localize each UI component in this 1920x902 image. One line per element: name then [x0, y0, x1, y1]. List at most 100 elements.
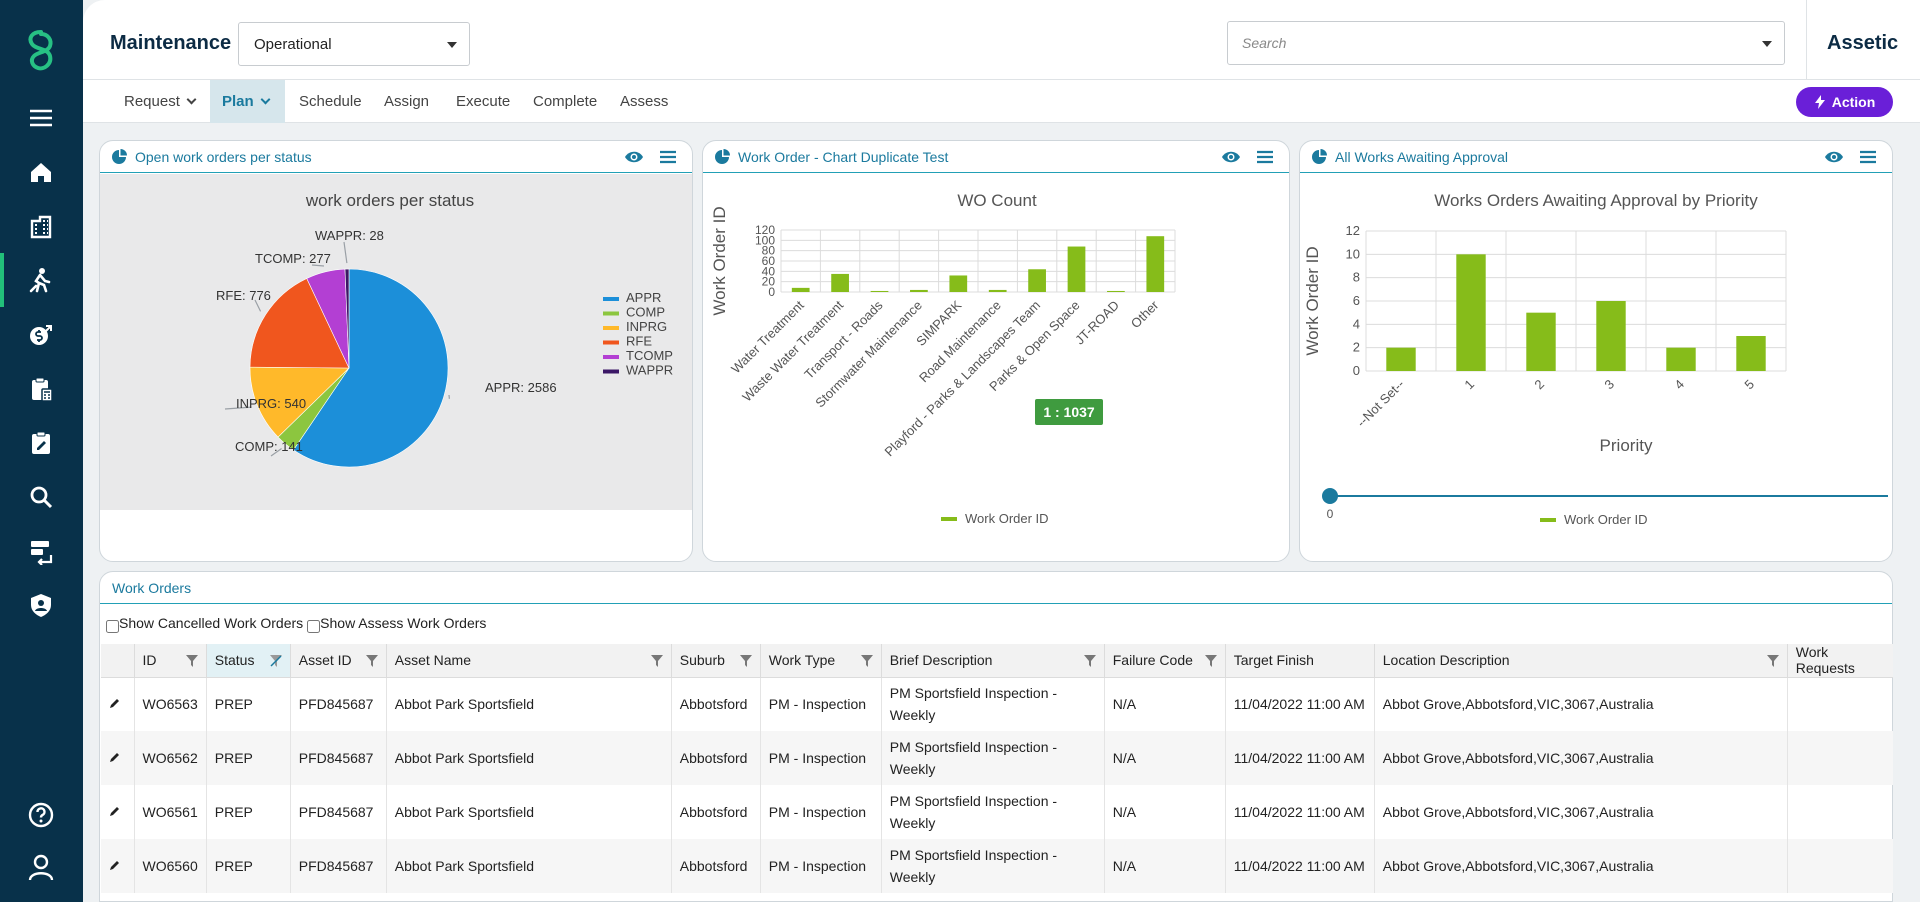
- module-select[interactable]: Operational: [238, 22, 470, 66]
- table-row[interactable]: WO6563 PREP PFD845687 Abbot Park Sportsf…: [101, 677, 1893, 731]
- location-cell: Abbot Grove,Abbotsford,VIC,3067,Australi…: [1374, 785, 1788, 839]
- clipboard-edit-icon[interactable]: [24, 426, 58, 460]
- column-label: Asset Name: [394, 652, 471, 669]
- bar[interactable]: [1107, 290, 1125, 292]
- legend-swatch: [603, 340, 619, 345]
- brief-description-cell: PM Sportsfield Inspection - Weekly: [881, 785, 1105, 839]
- bar[interactable]: [1456, 254, 1486, 371]
- column-header-asset-name[interactable]: Asset Name: [386, 644, 672, 678]
- hamburger-menu-icon[interactable]: [658, 148, 678, 166]
- table-row[interactable]: WO6560 PREP PFD845687 Abbot Park Sportsf…: [101, 839, 1893, 893]
- tooltip-text: 1 : 1037: [1043, 404, 1095, 420]
- bar[interactable]: [831, 273, 849, 292]
- tab-plan[interactable]: Plan: [210, 80, 285, 123]
- range-slider[interactable]: 0: [1322, 488, 1888, 521]
- bar[interactable]: [1146, 236, 1165, 292]
- work-orders-title: Work Orders: [100, 572, 1892, 604]
- table-row[interactable]: WO6562 PREP PFD845687 Abbot Park Sportsf…: [101, 731, 1893, 785]
- bar[interactable]: [1596, 301, 1626, 371]
- id-cell[interactable]: WO6561: [134, 785, 207, 839]
- y-tick-label: 60: [762, 254, 776, 268]
- data-import-icon[interactable]: [24, 534, 58, 568]
- y-tick-label: 12: [1346, 223, 1360, 238]
- help-icon[interactable]: [24, 798, 58, 832]
- tab-schedule[interactable]: Schedule: [287, 80, 374, 123]
- column-header-asset-id[interactable]: Asset ID: [290, 644, 387, 678]
- hamburger-menu-icon[interactable]: [1255, 148, 1275, 166]
- bar[interactable]: [949, 275, 968, 292]
- column-header-location-description[interactable]: Location Description: [1374, 644, 1788, 678]
- eye-icon[interactable]: [1824, 148, 1844, 166]
- column-header-work-requests[interactable]: Work Requests: [1787, 644, 1893, 678]
- column-header-id[interactable]: ID: [134, 644, 207, 678]
- pencil-icon[interactable]: [109, 697, 121, 709]
- y-tick-label: 120: [755, 223, 775, 237]
- filter-icon[interactable]: [860, 655, 873, 667]
- column-header-suburb[interactable]: Suburb: [671, 644, 761, 678]
- tab-assess[interactable]: Assess: [608, 80, 680, 123]
- clipboard-calc-icon[interactable]: [24, 372, 58, 406]
- eye-icon[interactable]: [624, 148, 644, 166]
- page-title: Maintenance: [110, 32, 232, 54]
- tab-execute[interactable]: Execute: [444, 80, 522, 123]
- finance-icon[interactable]: [24, 318, 58, 352]
- filter-icon[interactable]: [1204, 655, 1217, 667]
- bar[interactable]: [1526, 312, 1556, 371]
- bar[interactable]: [1736, 336, 1766, 371]
- search-input[interactable]: Search: [1227, 21, 1785, 65]
- menu-icon[interactable]: [24, 101, 58, 135]
- bar[interactable]: [1386, 347, 1416, 371]
- bar[interactable]: [988, 289, 1007, 292]
- building-icon[interactable]: [24, 210, 58, 244]
- bar[interactable]: [1028, 269, 1046, 292]
- bar[interactable]: [1666, 347, 1696, 371]
- slider-handle[interactable]: [1322, 488, 1338, 504]
- column-header-status[interactable]: Status: [206, 644, 291, 678]
- column-header-work-type[interactable]: Work Type: [760, 644, 882, 678]
- action-button[interactable]: Action: [1796, 87, 1893, 117]
- pencil-icon[interactable]: [109, 751, 121, 763]
- column-header-brief-description[interactable]: Brief Description: [881, 644, 1105, 678]
- bar[interactable]: [1067, 246, 1086, 292]
- maintenance-worker-icon[interactable]: [24, 263, 58, 297]
- column-header-failure-code[interactable]: Failure Code: [1104, 644, 1226, 678]
- bar[interactable]: [870, 290, 889, 292]
- caret-down-icon[interactable]: [1762, 41, 1772, 47]
- column-header-target-finish[interactable]: Target Finish: [1225, 644, 1375, 678]
- pie-chart-panel: Open work orders per status work orders …: [99, 140, 693, 562]
- filter-icon[interactable]: [1766, 655, 1779, 667]
- eye-icon[interactable]: [1221, 148, 1241, 166]
- id-cell[interactable]: WO6563: [134, 677, 207, 731]
- bar[interactable]: [791, 287, 810, 292]
- filter-icon[interactable]: [185, 655, 198, 667]
- search-icon[interactable]: [24, 480, 58, 514]
- tab-request[interactable]: Request: [112, 80, 207, 123]
- id-cell[interactable]: WO6560: [134, 839, 207, 893]
- pie-slice[interactable]: [344, 268, 350, 369]
- callout-label: RFE: 776: [216, 288, 271, 303]
- pie-slice[interactable]: [293, 268, 449, 468]
- callout-label: APPR: 2586: [485, 380, 557, 395]
- hamburger-menu-icon[interactable]: [1858, 148, 1878, 166]
- home-icon[interactable]: [24, 155, 58, 189]
- show-cancelled-checkbox[interactable]: [106, 620, 119, 633]
- pencil-icon[interactable]: [109, 805, 121, 817]
- table-row[interactable]: WO6561 PREP PFD845687 Abbot Park Sportsf…: [101, 785, 1893, 839]
- pie-slice[interactable]: [249, 278, 350, 369]
- pencil-icon[interactable]: [109, 859, 121, 871]
- bar[interactable]: [910, 289, 928, 292]
- filter-icon[interactable]: [365, 655, 378, 667]
- tab-complete[interactable]: Complete: [521, 80, 609, 123]
- filter-icon[interactable]: [739, 655, 752, 667]
- show-assess-checkbox[interactable]: [307, 620, 321, 633]
- security-shield-icon[interactable]: [24, 588, 58, 622]
- id-cell[interactable]: WO6562: [134, 731, 207, 785]
- filter-clear-icon[interactable]: [269, 655, 282, 667]
- logo-icon[interactable]: [20, 26, 62, 74]
- callout-label: COMP: 141: [235, 439, 303, 454]
- pie-slice[interactable]: [249, 366, 350, 438]
- filter-icon[interactable]: [650, 655, 663, 667]
- user-icon[interactable]: [24, 850, 58, 884]
- filter-icon[interactable]: [1083, 655, 1096, 667]
- tab-assign[interactable]: Assign: [372, 80, 441, 123]
